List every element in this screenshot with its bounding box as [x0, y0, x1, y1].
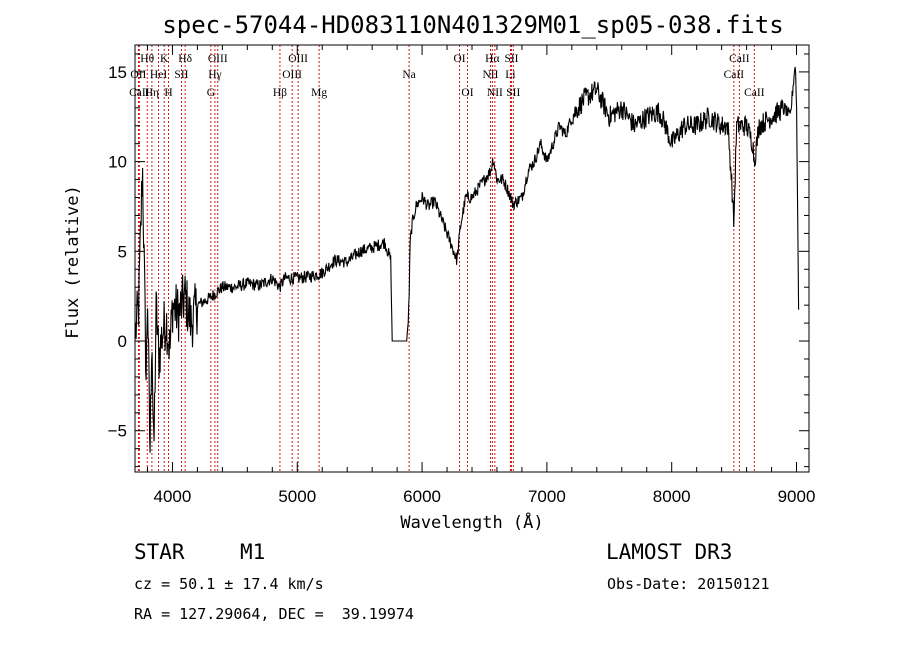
- line-label-8: CaII: [729, 53, 750, 65]
- line-label-21: G: [207, 87, 215, 99]
- x-axis-label: Wavelength (Å): [400, 511, 543, 533]
- line-label-9: OII: [130, 69, 146, 81]
- y-tick-label-1: 0: [118, 332, 127, 351]
- chart-title: spec-57044-HD083110N401329M01_sp05-038.f…: [162, 11, 783, 39]
- line-label-6: Hα: [485, 53, 499, 65]
- x-tick-label-1: 5000: [278, 487, 316, 506]
- line-label-16: Li: [505, 69, 515, 81]
- line-label-18: CaII: [129, 87, 150, 99]
- x-tick-label-3: 7000: [528, 487, 566, 506]
- line-label-22: Hβ: [273, 87, 287, 99]
- line-label-25: NII: [487, 87, 503, 99]
- plot-axes: 4000 5000 6000 7000 8000 9000 −5 0 5 10 15: [108, 44, 816, 506]
- line-label-27: CaII: [744, 87, 765, 99]
- object-class: STAR: [134, 540, 185, 564]
- line-label-4: OIII: [288, 53, 308, 65]
- line-label-2: Hδ: [178, 53, 192, 65]
- y-tick-label-4: 15: [108, 63, 127, 82]
- observation-date: Obs-Date: 20150121: [607, 575, 770, 593]
- sky-coordinates: RA = 127.29064, DEC = 39.19974: [134, 605, 414, 623]
- x-tick-label-5: 9000: [778, 487, 816, 506]
- line-label-14: Na: [402, 69, 415, 81]
- line-label-19: Hη: [145, 87, 159, 99]
- line-label-13: OIII: [282, 69, 302, 81]
- line-label-11: SII: [174, 69, 188, 81]
- line-label-7: SII: [504, 53, 518, 65]
- line-label-12: Hγ: [208, 69, 221, 81]
- line-label-24: OI: [461, 87, 473, 99]
- line-label-3: OIII: [208, 53, 228, 65]
- y-axis-label: Flux (relative): [63, 185, 83, 339]
- spectrum-line: [135, 66, 800, 453]
- line-label-26: SII: [506, 87, 520, 99]
- line-label-1: K: [160, 53, 169, 65]
- line-label-5: OI: [453, 53, 465, 65]
- line-label-10: HeI: [150, 69, 167, 81]
- line-label-17: CaII: [724, 69, 745, 81]
- x-tick-label-4: 8000: [653, 487, 691, 506]
- spectral-line-markers: [137, 45, 755, 472]
- spectrum-series: [135, 66, 800, 453]
- x-tick-label-2: 6000: [403, 487, 441, 506]
- line-label-0: Hθ: [140, 53, 154, 65]
- x-tick-label-0: 4000: [154, 487, 192, 506]
- redshift-velocity: cz = 50.1 ± 17.4 km/s: [134, 575, 324, 593]
- spectral-line-labels: Hθ K Hδ OIII OIII OI Hα SII CaII OII HeI SII Hγ OIII N…: [129, 53, 765, 99]
- survey-name: LAMOST DR3: [606, 540, 733, 564]
- y-tick-label-3: 10: [108, 153, 127, 172]
- y-tick-label-2: 5: [118, 242, 127, 261]
- y-tick-label-0: −5: [108, 422, 127, 441]
- line-label-15: NII: [483, 69, 499, 81]
- line-label-23: Mg: [311, 87, 327, 99]
- line-label-20: H: [164, 87, 172, 99]
- object-subclass: M1: [240, 540, 266, 564]
